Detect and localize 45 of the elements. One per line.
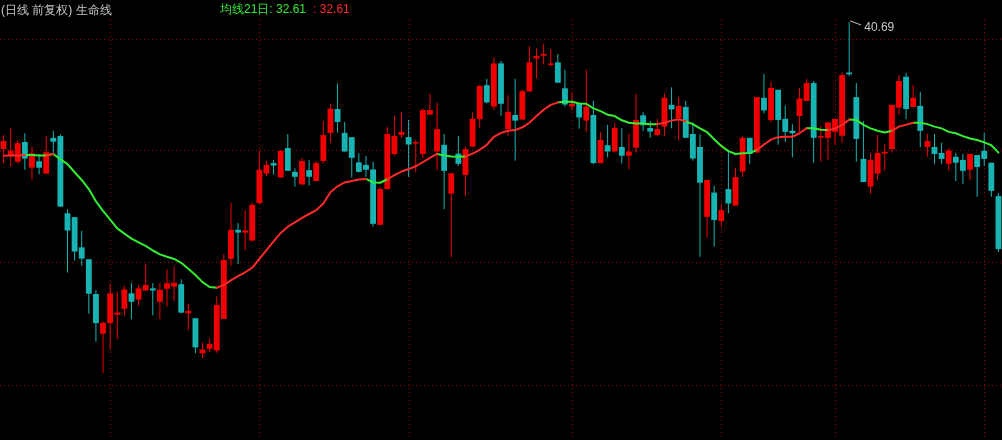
candlestick <box>306 159 313 187</box>
candlestick <box>618 127 625 164</box>
candlestick <box>675 96 682 142</box>
candlestick <box>945 147 952 172</box>
candlestick <box>967 153 973 181</box>
candlestick <box>718 203 725 228</box>
candlestick <box>554 53 561 84</box>
candlestick <box>533 47 540 80</box>
candlestick <box>292 167 298 188</box>
candlestick <box>29 146 35 181</box>
candlestick <box>405 119 412 178</box>
candlestick <box>547 48 554 68</box>
candlestick <box>128 282 135 320</box>
candlestick <box>121 285 128 317</box>
candlestick <box>512 78 519 162</box>
candlestick <box>299 157 305 186</box>
candlestick <box>626 133 632 170</box>
text: 均线21日: 32.61 <box>219 2 307 16</box>
candlestick <box>604 124 611 158</box>
candlestick <box>725 149 732 214</box>
candlestick <box>434 102 440 171</box>
chart-title: (日线 前复权) 生命线 <box>1 3 112 17</box>
candlestick <box>149 282 156 316</box>
candlestick <box>924 133 931 158</box>
candlestick <box>611 122 618 154</box>
candlestick <box>21 132 28 171</box>
annotation: 40.69 <box>864 20 895 34</box>
candlestick <box>235 222 241 265</box>
candlestick <box>483 78 490 104</box>
candlestick <box>505 94 512 137</box>
candlestick <box>142 263 149 292</box>
candlestick <box>135 284 142 307</box>
text: : 32.61 <box>313 2 351 16</box>
candlestick <box>156 282 163 320</box>
candlestick <box>43 135 50 175</box>
candlestick <box>540 43 547 65</box>
candlestick <box>569 92 575 111</box>
candlestick <box>284 133 291 172</box>
candlestick <box>100 321 106 374</box>
candlestick <box>448 172 455 258</box>
candlestick <box>910 84 917 108</box>
candlestick <box>938 142 945 165</box>
candlestick <box>576 103 583 130</box>
candlestick <box>583 69 590 133</box>
candlestick <box>761 73 767 114</box>
